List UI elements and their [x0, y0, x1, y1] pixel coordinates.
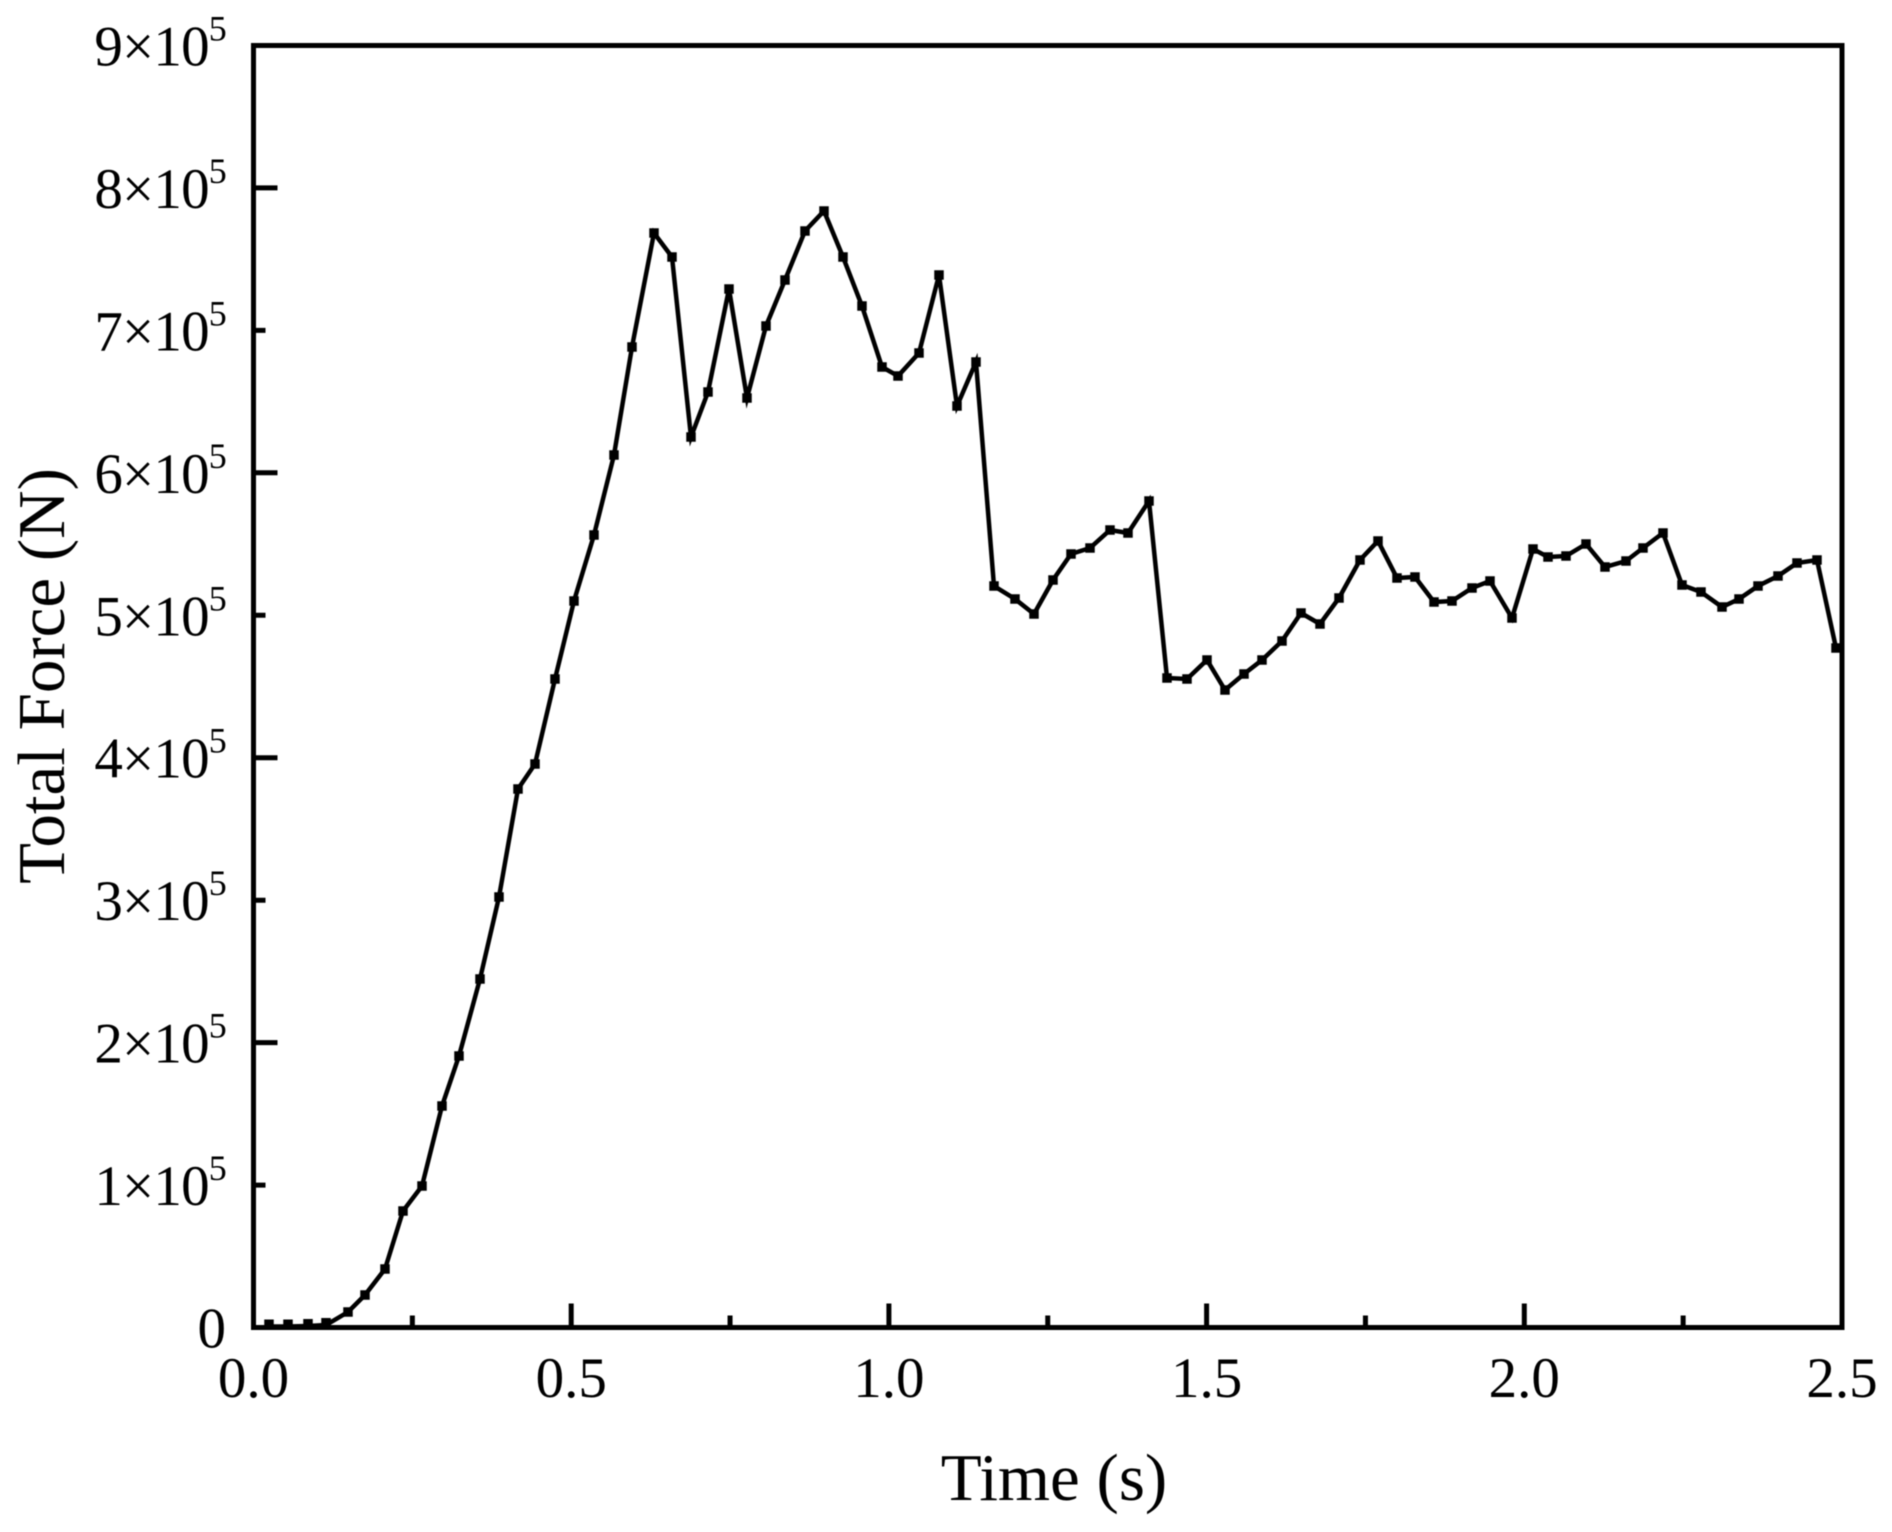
svg-text:Total Force (N): Total Force (N) — [5, 468, 79, 884]
svg-text:Time (s): Time (s) — [941, 1441, 1168, 1515]
svg-text:7×105: 7×105 — [94, 293, 226, 363]
svg-text:0.0: 0.0 — [218, 1347, 289, 1410]
svg-text:2×105: 2×105 — [94, 1006, 226, 1076]
svg-text:2.0: 2.0 — [1489, 1347, 1560, 1410]
svg-text:1.5: 1.5 — [1171, 1347, 1242, 1410]
svg-text:9×105: 9×105 — [94, 9, 226, 79]
svg-text:2.5: 2.5 — [1806, 1347, 1877, 1410]
svg-text:0.5: 0.5 — [536, 1347, 607, 1410]
svg-text:1.0: 1.0 — [853, 1347, 924, 1410]
svg-text:0: 0 — [198, 1298, 227, 1361]
svg-text:6×105: 6×105 — [94, 436, 226, 506]
svg-text:4×105: 4×105 — [94, 721, 226, 791]
svg-text:5×105: 5×105 — [94, 578, 226, 648]
svg-text:8×105: 8×105 — [94, 151, 226, 221]
svg-text:1×105: 1×105 — [94, 1148, 226, 1218]
svg-text:3×105: 3×105 — [94, 863, 226, 933]
